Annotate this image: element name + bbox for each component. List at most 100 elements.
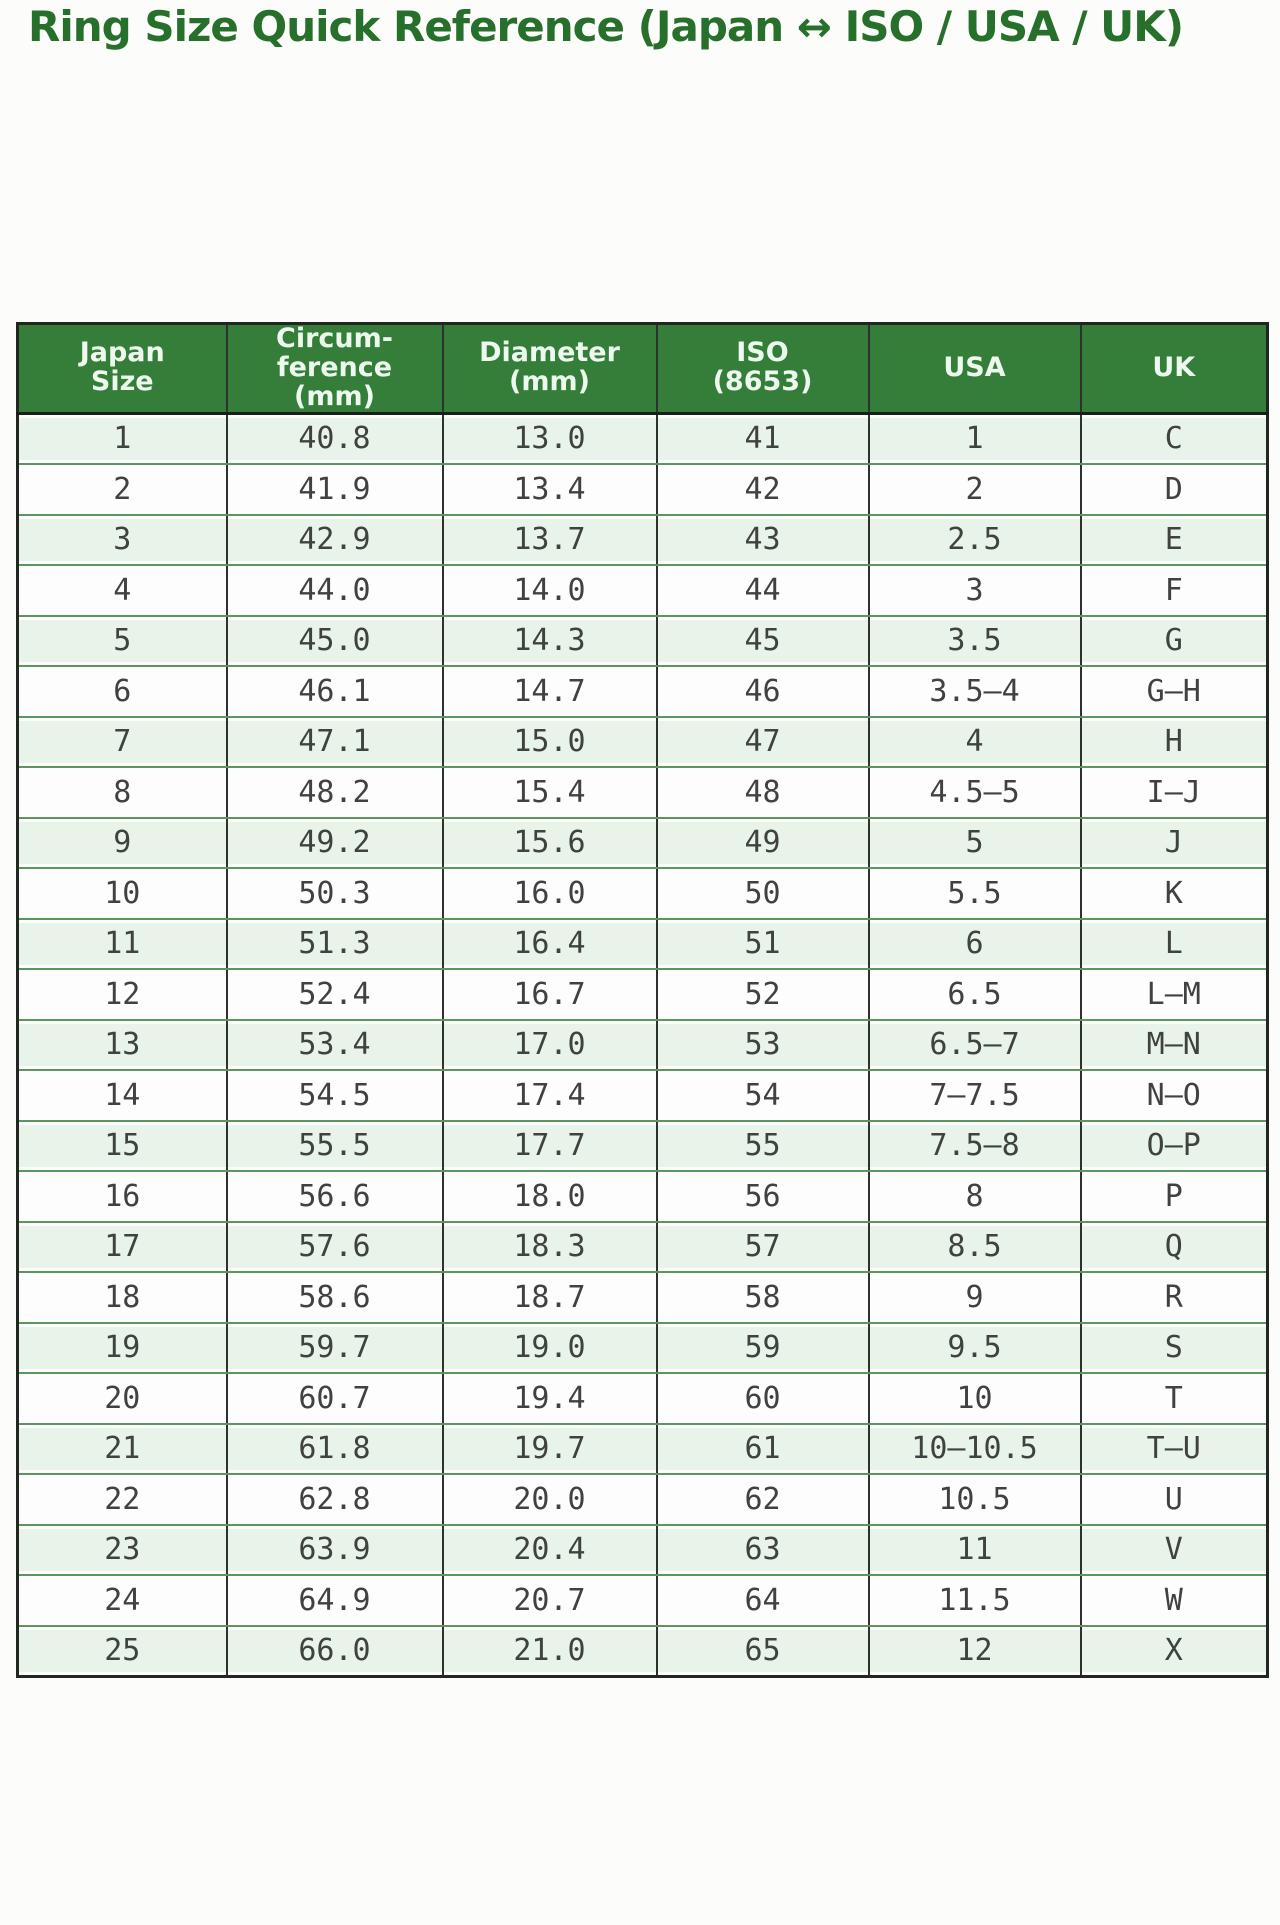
cell-circumference-mm: 61.8 [225, 1423, 443, 1476]
cell-uk: J [1079, 817, 1268, 870]
cell-iso-8653: 59 [655, 1322, 869, 1375]
cell-usa: 6.5 [867, 969, 1081, 1021]
cell-iso-8653: 61 [655, 1423, 869, 1476]
cell-diameter-mm: 14.0 [441, 565, 657, 617]
cell-uk: W [1079, 1575, 1268, 1627]
cell-uk: N–O [1079, 1070, 1268, 1122]
cell-japan-size: 9 [17, 817, 227, 870]
table-row: 8 48.2 15.4 48 4.5–5 I–J [17, 767, 1268, 819]
cell-iso-8653: 42 [655, 464, 869, 516]
cell-diameter-mm: 17.7 [441, 1120, 657, 1173]
cell-usa: 10.5 [867, 1474, 1081, 1526]
cell-diameter-mm: 19.0 [441, 1322, 657, 1375]
table-row: 15 55.5 17.7 55 7.5–8 O–P [17, 1120, 1268, 1173]
cell-iso-8653: 55 [655, 1120, 869, 1173]
cell-uk: L–M [1079, 969, 1268, 1021]
table-row: 25 66.0 21.0 65 12 X [17, 1625, 1268, 1678]
cell-circumference-mm: 42.9 [225, 514, 443, 567]
cell-usa: 9.5 [867, 1322, 1081, 1375]
cell-uk: U [1079, 1474, 1268, 1526]
cell-circumference-mm: 62.8 [225, 1474, 443, 1526]
cell-uk: X [1079, 1625, 1268, 1678]
cell-circumference-mm: 59.7 [225, 1322, 443, 1375]
cell-japan-size: 19 [17, 1322, 227, 1375]
cell-diameter-mm: 17.4 [441, 1070, 657, 1122]
table-row: 23 63.9 20.4 63 11 V [17, 1524, 1268, 1577]
cell-japan-size: 16 [17, 1171, 227, 1223]
cell-iso-8653: 63 [655, 1524, 869, 1577]
cell-usa: 6 [867, 918, 1081, 971]
cell-japan-size: 6 [17, 666, 227, 718]
cell-iso-8653: 65 [655, 1625, 869, 1678]
cell-uk: M–N [1079, 1019, 1268, 1072]
cell-circumference-mm: 41.9 [225, 464, 443, 516]
cell-diameter-mm: 20.7 [441, 1575, 657, 1627]
cell-usa: 4.5–5 [867, 767, 1081, 819]
table-row: 5 45.0 14.3 45 3.5 G [17, 615, 1268, 668]
cell-uk: I–J [1079, 767, 1268, 819]
table-row: 9 49.2 15.6 49 5 J [17, 817, 1268, 870]
cell-iso-8653: 53 [655, 1019, 869, 1072]
cell-circumference-mm: 55.5 [225, 1120, 443, 1173]
column-header-japan-size: Japan Size [17, 323, 227, 415]
cell-diameter-mm: 16.0 [441, 868, 657, 920]
cell-diameter-mm: 20.4 [441, 1524, 657, 1577]
cell-usa: 8 [867, 1171, 1081, 1223]
cell-uk: G [1079, 615, 1268, 668]
cell-iso-8653: 54 [655, 1070, 869, 1122]
cell-circumference-mm: 54.5 [225, 1070, 443, 1122]
cell-japan-size: 11 [17, 918, 227, 971]
cell-uk: Q [1079, 1221, 1268, 1274]
cell-japan-size: 17 [17, 1221, 227, 1274]
column-header-circumference-mm: Circum- ference (mm) [225, 323, 443, 415]
cell-iso-8653: 51 [655, 918, 869, 971]
cell-uk: T [1079, 1373, 1268, 1425]
cell-diameter-mm: 13.7 [441, 514, 657, 567]
cell-iso-8653: 46 [655, 666, 869, 718]
cell-usa: 10–10.5 [867, 1423, 1081, 1476]
cell-japan-size: 14 [17, 1070, 227, 1122]
cell-usa: 4 [867, 716, 1081, 769]
cell-diameter-mm: 14.7 [441, 666, 657, 718]
cell-usa: 3.5 [867, 615, 1081, 668]
cell-usa: 2.5 [867, 514, 1081, 567]
cell-diameter-mm: 18.7 [441, 1272, 657, 1324]
cell-diameter-mm: 15.6 [441, 817, 657, 870]
table-row: 6 46.1 14.7 46 3.5–4 G–H [17, 666, 1268, 718]
cell-circumference-mm: 64.9 [225, 1575, 443, 1627]
cell-japan-size: 18 [17, 1272, 227, 1324]
cell-circumference-mm: 53.4 [225, 1019, 443, 1072]
cell-circumference-mm: 47.1 [225, 716, 443, 769]
cell-circumference-mm: 48.2 [225, 767, 443, 819]
table-row: 1 40.8 13.0 41 1 C [17, 413, 1268, 466]
cell-usa: 5.5 [867, 868, 1081, 920]
cell-uk: E [1079, 514, 1268, 567]
cell-japan-size: 25 [17, 1625, 227, 1678]
column-header-diameter-mm: Diameter (mm) [441, 323, 657, 415]
table-row: 24 64.9 20.7 64 11.5 W [17, 1575, 1268, 1627]
cell-iso-8653: 58 [655, 1272, 869, 1324]
cell-diameter-mm: 19.4 [441, 1373, 657, 1425]
cell-iso-8653: 62 [655, 1474, 869, 1526]
table-row: 20 60.7 19.4 60 10 T [17, 1373, 1268, 1425]
cell-usa: 8.5 [867, 1221, 1081, 1274]
table-row: 3 42.9 13.7 43 2.5 E [17, 514, 1268, 567]
cell-uk: P [1079, 1171, 1268, 1223]
cell-iso-8653: 64 [655, 1575, 869, 1627]
table-row: 19 59.7 19.0 59 9.5 S [17, 1322, 1268, 1375]
table-row: 18 58.6 18.7 58 9 R [17, 1272, 1268, 1324]
cell-diameter-mm: 16.4 [441, 918, 657, 971]
cell-uk: R [1079, 1272, 1268, 1324]
cell-iso-8653: 60 [655, 1373, 869, 1425]
cell-japan-size: 10 [17, 868, 227, 920]
column-header-usa: USA [867, 323, 1081, 415]
cell-usa: 3.5–4 [867, 666, 1081, 718]
cell-usa: 7–7.5 [867, 1070, 1081, 1122]
ring-size-table: Japan Size Circum- ference (mm) Diameter… [16, 322, 1269, 1679]
cell-japan-size: 23 [17, 1524, 227, 1577]
cell-diameter-mm: 15.4 [441, 767, 657, 819]
cell-uk: L [1079, 918, 1268, 971]
cell-iso-8653: 43 [655, 514, 869, 567]
cell-usa: 3 [867, 565, 1081, 617]
